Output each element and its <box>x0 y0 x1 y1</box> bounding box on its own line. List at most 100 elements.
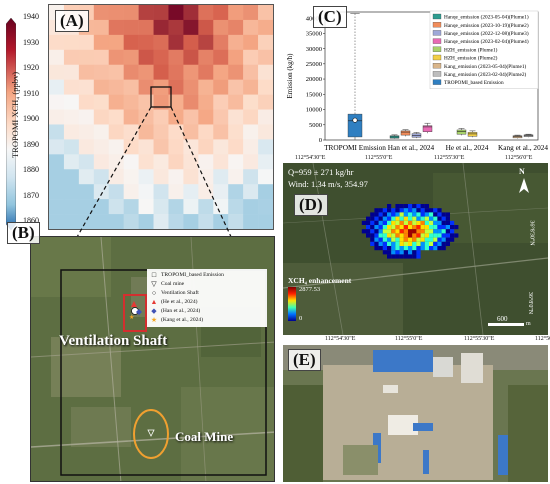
plume-pixel <box>403 233 408 238</box>
colorbar-tick-label: 1940 <box>23 12 39 21</box>
plume-pixel <box>441 216 446 221</box>
heatmap-cell <box>78 79 95 95</box>
heatmap-cell <box>183 154 199 170</box>
top-coord-label: 112°56'0"E <box>505 155 533 161</box>
box-hanqe-emission-2023-10-19-plume2- <box>400 130 411 136</box>
heatmap-cell <box>198 34 214 51</box>
plume-pixel <box>437 208 442 213</box>
heatmap-cell <box>123 139 139 155</box>
plume-pixel <box>403 229 408 234</box>
north-label: N <box>519 167 525 176</box>
heatmap-cell <box>138 109 154 125</box>
plume-pixel <box>424 237 429 242</box>
plume-pixel <box>429 208 434 213</box>
heatmap-cell <box>78 184 95 200</box>
heatmap-cell <box>153 154 169 170</box>
heatmap-cell <box>168 154 184 170</box>
plume-pixel <box>424 229 429 234</box>
plume-pixel <box>387 250 392 255</box>
heatmap-cell <box>168 64 184 80</box>
plume-pixel <box>420 233 425 238</box>
heatmap-cell <box>183 19 199 36</box>
plume-pixel <box>395 229 400 234</box>
plume-pixel <box>403 208 408 213</box>
plume-pixel <box>420 229 425 234</box>
plume-pixel <box>391 208 396 213</box>
heatmap-cell <box>93 49 110 66</box>
heatmap-cell <box>228 169 244 185</box>
panel-b-satellite-map: ★ □ TROPOMI_based Emission ▽ Coal mine ○ Vent… <box>30 236 275 482</box>
plume-pixel <box>412 254 417 259</box>
heatmap-cell <box>78 34 95 51</box>
plume-pixel <box>445 216 450 221</box>
plume-pixel <box>374 216 379 221</box>
plume-pixel <box>399 216 404 221</box>
bottom-coord-label: 112°55'0"E <box>395 336 423 342</box>
plume-pixel <box>399 220 404 225</box>
plume-pixel <box>437 225 442 230</box>
bottom-coord-label: 112°55'30"E <box>464 336 495 342</box>
panel-e-letter: (E) <box>288 349 321 371</box>
heatmap-cell <box>258 184 273 200</box>
plume-pixel <box>391 254 396 259</box>
plume-pixel <box>382 208 387 213</box>
heatmap-cell <box>258 94 273 110</box>
plume-pixel <box>399 229 404 234</box>
heatmap-cell <box>78 169 95 185</box>
heatmap-cell <box>93 139 110 155</box>
heatmap-cell <box>258 79 273 95</box>
heatmap-cell <box>198 184 214 200</box>
heatmap-cell <box>63 214 80 229</box>
plume-pixel <box>370 212 375 217</box>
plume-pixel <box>424 220 429 225</box>
panel-c-legend-box <box>429 10 539 90</box>
plume-pixel <box>412 229 417 234</box>
plume-pixel <box>366 220 371 225</box>
plume-pixel <box>433 212 438 217</box>
heatmap-cell <box>243 5 259 21</box>
plume-pixel <box>391 237 396 242</box>
heatmap-cell <box>123 109 139 125</box>
heatmap-cell <box>153 49 169 66</box>
plume-pixel <box>382 250 387 255</box>
y-axis-label: Emission (kg/h) <box>286 53 294 99</box>
heatmap-cell <box>183 169 199 185</box>
right-coord-label: 36°8'0"N <box>527 291 534 315</box>
panel-c-boxplot: 0500010000150002000025000300003500040000… <box>283 0 548 162</box>
plume-pixel <box>382 212 387 217</box>
heatmap-cell <box>213 109 229 125</box>
plume-pixel <box>395 204 400 209</box>
heatmap-cell <box>49 64 65 80</box>
heatmap-cell <box>63 64 80 80</box>
heatmap-cell <box>63 79 80 95</box>
plume-pixel <box>395 233 400 238</box>
heatmap-cell <box>108 139 124 155</box>
plume-pixel <box>441 237 446 242</box>
plume-pixel <box>445 237 450 242</box>
heatmap-cell <box>123 94 139 110</box>
heatmap-cell <box>228 139 244 155</box>
plume-pixel <box>408 204 413 209</box>
heatmap-cell <box>228 109 244 125</box>
plume-pixel <box>429 216 434 221</box>
heatmap-cell <box>138 214 154 229</box>
plume-pixel <box>374 208 379 213</box>
heatmap-cell <box>228 34 244 51</box>
plume-pixel <box>412 216 417 221</box>
heatmap-cell <box>138 64 154 80</box>
plume-pixel <box>378 237 383 242</box>
heatmap-cell <box>183 34 199 51</box>
plume-pixel <box>387 212 392 217</box>
heatmap-cell <box>228 79 244 95</box>
plume-pixel <box>424 204 429 209</box>
heatmap-cell <box>93 79 110 95</box>
plume-pixel <box>366 233 371 238</box>
plume-pixel <box>378 229 383 234</box>
heatmap-cell <box>168 169 184 185</box>
heatmap-cell <box>183 94 199 110</box>
heatmap-cell <box>78 214 95 229</box>
plume-pixel <box>403 225 408 230</box>
heatmap-cell <box>49 79 65 95</box>
plume-pixel <box>382 246 387 251</box>
plume-pixel <box>378 225 383 230</box>
